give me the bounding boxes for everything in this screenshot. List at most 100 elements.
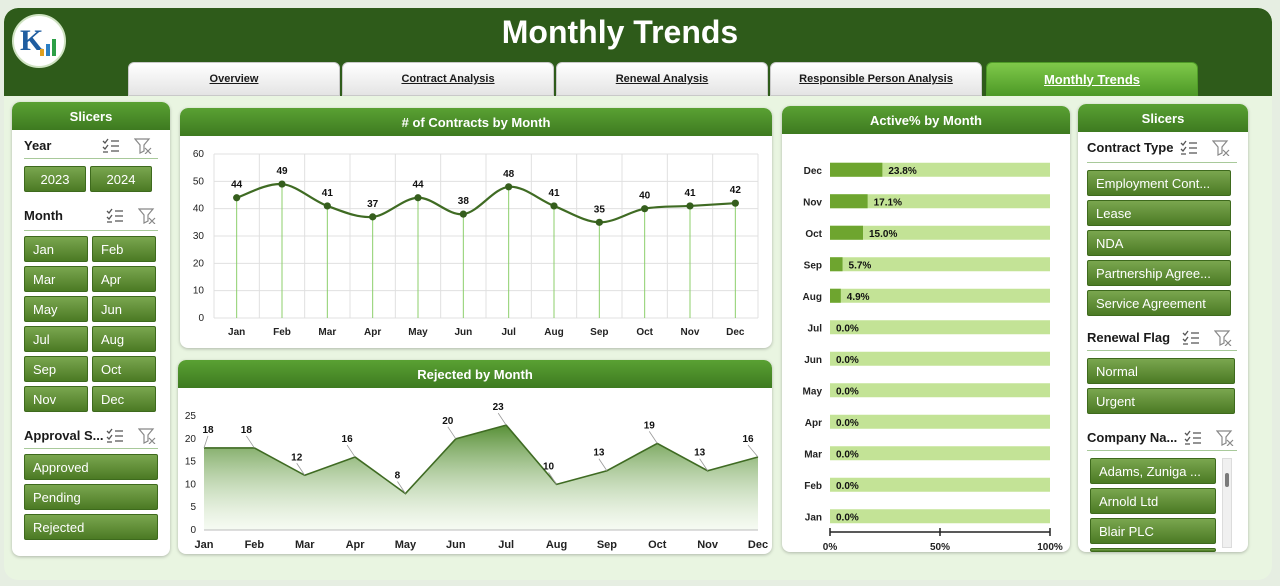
data-label: 5.7%	[849, 260, 872, 271]
tab-responsible-person-analysis[interactable]: Responsible Person Analysis	[770, 62, 982, 96]
data-label: 12	[291, 452, 303, 463]
y-tick-label: 10	[185, 479, 197, 490]
y-tick-label: Jul	[808, 323, 823, 334]
month-feb-button[interactable]: Feb	[92, 236, 156, 262]
rejected-chart-panel: Rejected by Month 0 5 10 15 20 25 18 Jan 18 Feb 12…	[178, 360, 772, 554]
clear-filter-icon[interactable]	[138, 428, 156, 444]
data-point	[550, 202, 558, 210]
contract-type-service-button[interactable]: Service Agreement	[1087, 290, 1231, 316]
data-point	[595, 218, 603, 226]
renewal-flag-normal-button[interactable]: Normal	[1087, 358, 1235, 384]
contracts-chart-panel: # of Contracts by Month 0 10 20 30 40 50 60 44 J…	[180, 108, 772, 348]
y-tick-label: May	[803, 386, 823, 397]
clear-filter-icon[interactable]	[1214, 330, 1232, 346]
contracts-chart-title: # of Contracts by Month	[180, 108, 772, 136]
multi-select-icon[interactable]	[1184, 430, 1202, 446]
data-point	[505, 183, 513, 191]
y-tick-label: Apr	[805, 418, 822, 429]
contract-type-lease-button[interactable]: Lease	[1087, 200, 1231, 226]
y-tick-label: Mar	[804, 449, 822, 460]
label-leader	[346, 444, 356, 458]
renewal-flag-slicer-title: Renewal Flag	[1087, 330, 1171, 345]
company-arnold-button[interactable]: Arnold Ltd	[1090, 488, 1216, 514]
renewal-flag-urgent-button[interactable]: Urgent	[1087, 388, 1235, 414]
contract-type-nda-button[interactable]: NDA	[1087, 230, 1231, 256]
data-label: 4.9%	[847, 292, 870, 303]
label-leader	[497, 412, 507, 426]
logo-bars-icon	[40, 38, 62, 56]
page-title: Monthly Trends	[501, 14, 739, 50]
approval-rejected-button[interactable]: Rejected	[24, 514, 158, 540]
x-tick-label: Dec	[748, 539, 768, 551]
year-2024-button[interactable]: 2024	[90, 166, 152, 192]
tab-monthly-trends[interactable]: Monthly Trends	[986, 62, 1198, 96]
bar-track	[830, 477, 1050, 492]
multi-select-icon[interactable]	[106, 208, 124, 224]
x-tick-label: Apr	[364, 327, 381, 338]
month-sep-button[interactable]: Sep	[24, 356, 88, 382]
approval-approved-button[interactable]: Approved	[24, 454, 158, 480]
data-label: 49	[276, 166, 288, 177]
data-point	[731, 199, 739, 207]
rejected-area-fill	[204, 425, 758, 530]
contract-type-partnership-button[interactable]: Partnership Agree...	[1087, 260, 1231, 286]
company-adams-button[interactable]: Adams, Zuniga ...	[1090, 458, 1216, 484]
multi-select-icon[interactable]	[106, 428, 124, 444]
month-nov-button[interactable]: Nov	[24, 386, 88, 412]
x-tick-label: Jun	[446, 539, 466, 551]
month-jan-button[interactable]: Jan	[24, 236, 88, 262]
x-tick-label: Nov	[697, 539, 719, 551]
company-logo: K	[12, 14, 66, 68]
data-label: 13	[694, 448, 706, 459]
y-tick-label: 60	[193, 149, 205, 160]
month-oct-button[interactable]: Oct	[92, 356, 156, 382]
approval-pending-button[interactable]: Pending	[24, 484, 158, 510]
x-tick-label: Sep	[597, 539, 617, 551]
company-blair-button[interactable]: Blair PLC	[1090, 518, 1216, 544]
data-label: 40	[639, 191, 651, 202]
y-tick-label: Jun	[804, 355, 822, 366]
company-scrollbar[interactable]	[1222, 458, 1232, 548]
data-point	[369, 213, 377, 221]
contract-type-employment-button[interactable]: Employment Cont...	[1087, 170, 1231, 196]
y-tick-label: Feb	[804, 481, 822, 492]
tab-overview[interactable]: Overview	[128, 62, 340, 96]
clear-filter-icon[interactable]	[138, 208, 156, 224]
rejected-area-chart: 0 5 10 15 20 25 18 Jan 18 Feb 12 Mar 16 Apr 8 May 20 Jun 2…	[185, 402, 768, 551]
company-next-button[interactable]	[1090, 548, 1216, 552]
label-leader	[548, 472, 557, 485]
tab-contract-analysis[interactable]: Contract Analysis	[342, 62, 554, 96]
month-apr-button[interactable]: Apr	[92, 266, 156, 292]
data-label: 19	[644, 420, 656, 431]
multi-select-icon[interactable]	[102, 138, 120, 154]
label-leader	[246, 435, 255, 449]
x-tick-label: Dec	[726, 327, 745, 338]
y-tick-label: 40	[193, 204, 205, 215]
data-label: 23	[493, 402, 505, 413]
multi-select-icon[interactable]	[1182, 330, 1200, 346]
bar	[830, 194, 868, 209]
month-may-button[interactable]: May	[24, 296, 88, 322]
data-label: 42	[730, 185, 742, 196]
label-leader	[699, 458, 708, 471]
active-chart-title: Active% by Month	[782, 106, 1070, 134]
clear-filter-icon[interactable]	[1216, 430, 1234, 446]
x-tick-label: 100%	[1037, 542, 1063, 552]
bar-track	[830, 320, 1050, 335]
year-2023-button[interactable]: 2023	[24, 166, 86, 192]
clear-filter-icon[interactable]	[134, 138, 152, 154]
month-dec-button[interactable]: Dec	[92, 386, 156, 412]
y-tick-label: Aug	[803, 292, 822, 303]
month-jun-button[interactable]: Jun	[92, 296, 156, 322]
month-mar-button[interactable]: Mar	[24, 266, 88, 292]
month-jul-button[interactable]: Jul	[24, 326, 88, 352]
multi-select-icon[interactable]	[1180, 140, 1198, 156]
bar-track	[830, 257, 1050, 272]
month-aug-button[interactable]: Aug	[92, 326, 156, 352]
scrollbar-thumb[interactable]	[1225, 473, 1229, 487]
clear-filter-icon[interactable]	[1212, 140, 1230, 156]
active-bar-chart: Dec 23.8% Nov 17.1% Oct 15.0% Sep 5.7% Aug 4.9% Ju…	[803, 162, 1063, 552]
y-tick-label: Sep	[804, 260, 822, 271]
tab-renewal-analysis[interactable]: Renewal Analysis	[556, 62, 768, 96]
data-point	[278, 180, 286, 188]
